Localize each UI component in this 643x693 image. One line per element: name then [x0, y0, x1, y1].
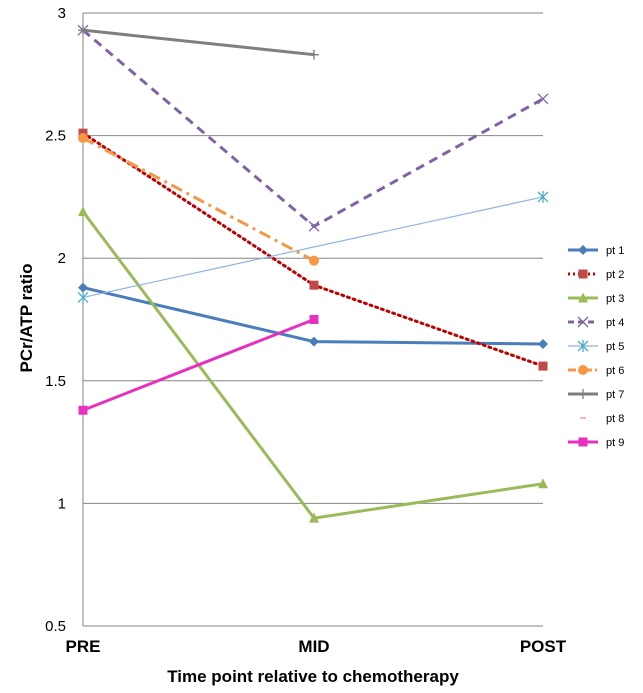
- legend-item: pt 1: [568, 245, 624, 257]
- y-tick-label: 1: [58, 495, 66, 512]
- data-point: [309, 280, 319, 290]
- x-tick-label: POST: [520, 637, 567, 656]
- y-tick-label: 2: [58, 250, 66, 267]
- legend-label: pt 6: [606, 365, 624, 377]
- x-tick-label: PRE: [66, 637, 101, 656]
- data-point: [309, 512, 319, 523]
- y-axis-title: PCr/ATP ratio: [17, 264, 36, 373]
- series-line: [82, 136, 315, 262]
- legend-label: pt 1: [606, 245, 624, 257]
- data-point: [578, 389, 588, 399]
- data-point: [537, 190, 549, 203]
- data-point: [577, 340, 589, 352]
- legend-label: pt 3: [606, 293, 624, 305]
- data-point: [309, 255, 319, 266]
- data-point: [308, 220, 320, 232]
- data-point: [578, 245, 588, 255]
- data-point: [78, 133, 88, 144]
- x-axis-title: Time point relative to chemotherapy: [167, 667, 459, 686]
- data-point: [78, 206, 88, 217]
- series-7: [78, 25, 319, 60]
- data-point: [578, 292, 588, 303]
- data-point: [78, 282, 88, 293]
- y-tick-label: 2.5: [45, 128, 66, 145]
- series-6: [78, 133, 319, 266]
- legend: pt 1 pt 2 pt 3 pt 4 pt 5 pt 6 pt 7 pt 8 pt 9: [568, 245, 624, 449]
- legend-label: pt 5: [606, 341, 624, 353]
- y-tick-label: 3: [58, 5, 66, 22]
- series-9: [78, 315, 319, 415]
- y-tick-label: 1.5: [45, 373, 66, 390]
- data-point: [537, 93, 549, 105]
- series-4: [77, 24, 549, 232]
- data-point: [309, 49, 319, 60]
- series-group: [77, 24, 549, 523]
- data-point: [538, 339, 548, 350]
- series-line: [82, 318, 315, 412]
- series-2: [78, 128, 548, 371]
- legend-item: pt 6: [568, 365, 624, 377]
- legend-label: pt 7: [606, 389, 624, 401]
- data-point: [578, 437, 588, 447]
- series-line: [82, 29, 544, 229]
- data-point: [309, 336, 319, 347]
- data-point: [78, 405, 88, 415]
- legend-label: pt 8: [606, 413, 624, 425]
- legend-item: pt 4: [568, 316, 624, 329]
- legend-item: pt 2: [568, 269, 624, 281]
- series-line: [81, 131, 545, 368]
- data-point: [77, 291, 89, 304]
- x-tick-label: MID: [298, 637, 329, 656]
- series-1: [78, 282, 548, 350]
- legend-label: pt 4: [606, 317, 624, 329]
- data-point: [538, 478, 548, 489]
- data-point: [578, 365, 588, 375]
- legend-label: pt 2: [606, 269, 624, 281]
- data-point: [538, 361, 548, 371]
- data-point: [309, 315, 319, 324]
- series-5: [77, 190, 549, 304]
- series-line: [82, 28, 315, 57]
- legend-item: pt 5: [568, 340, 624, 353]
- legend-item: pt 3: [568, 292, 624, 305]
- x-axis-ticks: PRE MID POST: [66, 637, 567, 656]
- legend-item: pt 8: [580, 413, 624, 425]
- series-3: [78, 206, 548, 523]
- series-line: [82, 196, 544, 299]
- data-point: [78, 25, 88, 36]
- data-point: [577, 316, 589, 328]
- legend-item: pt 7: [568, 389, 624, 401]
- legend-label: pt 9: [606, 437, 624, 449]
- y-axis-ticks: 0.5 1 1.5 2 2.5 3: [45, 5, 66, 635]
- y-tick-label: 0.5: [45, 618, 66, 635]
- legend-item: pt 9: [568, 437, 624, 449]
- data-point: [578, 269, 588, 279]
